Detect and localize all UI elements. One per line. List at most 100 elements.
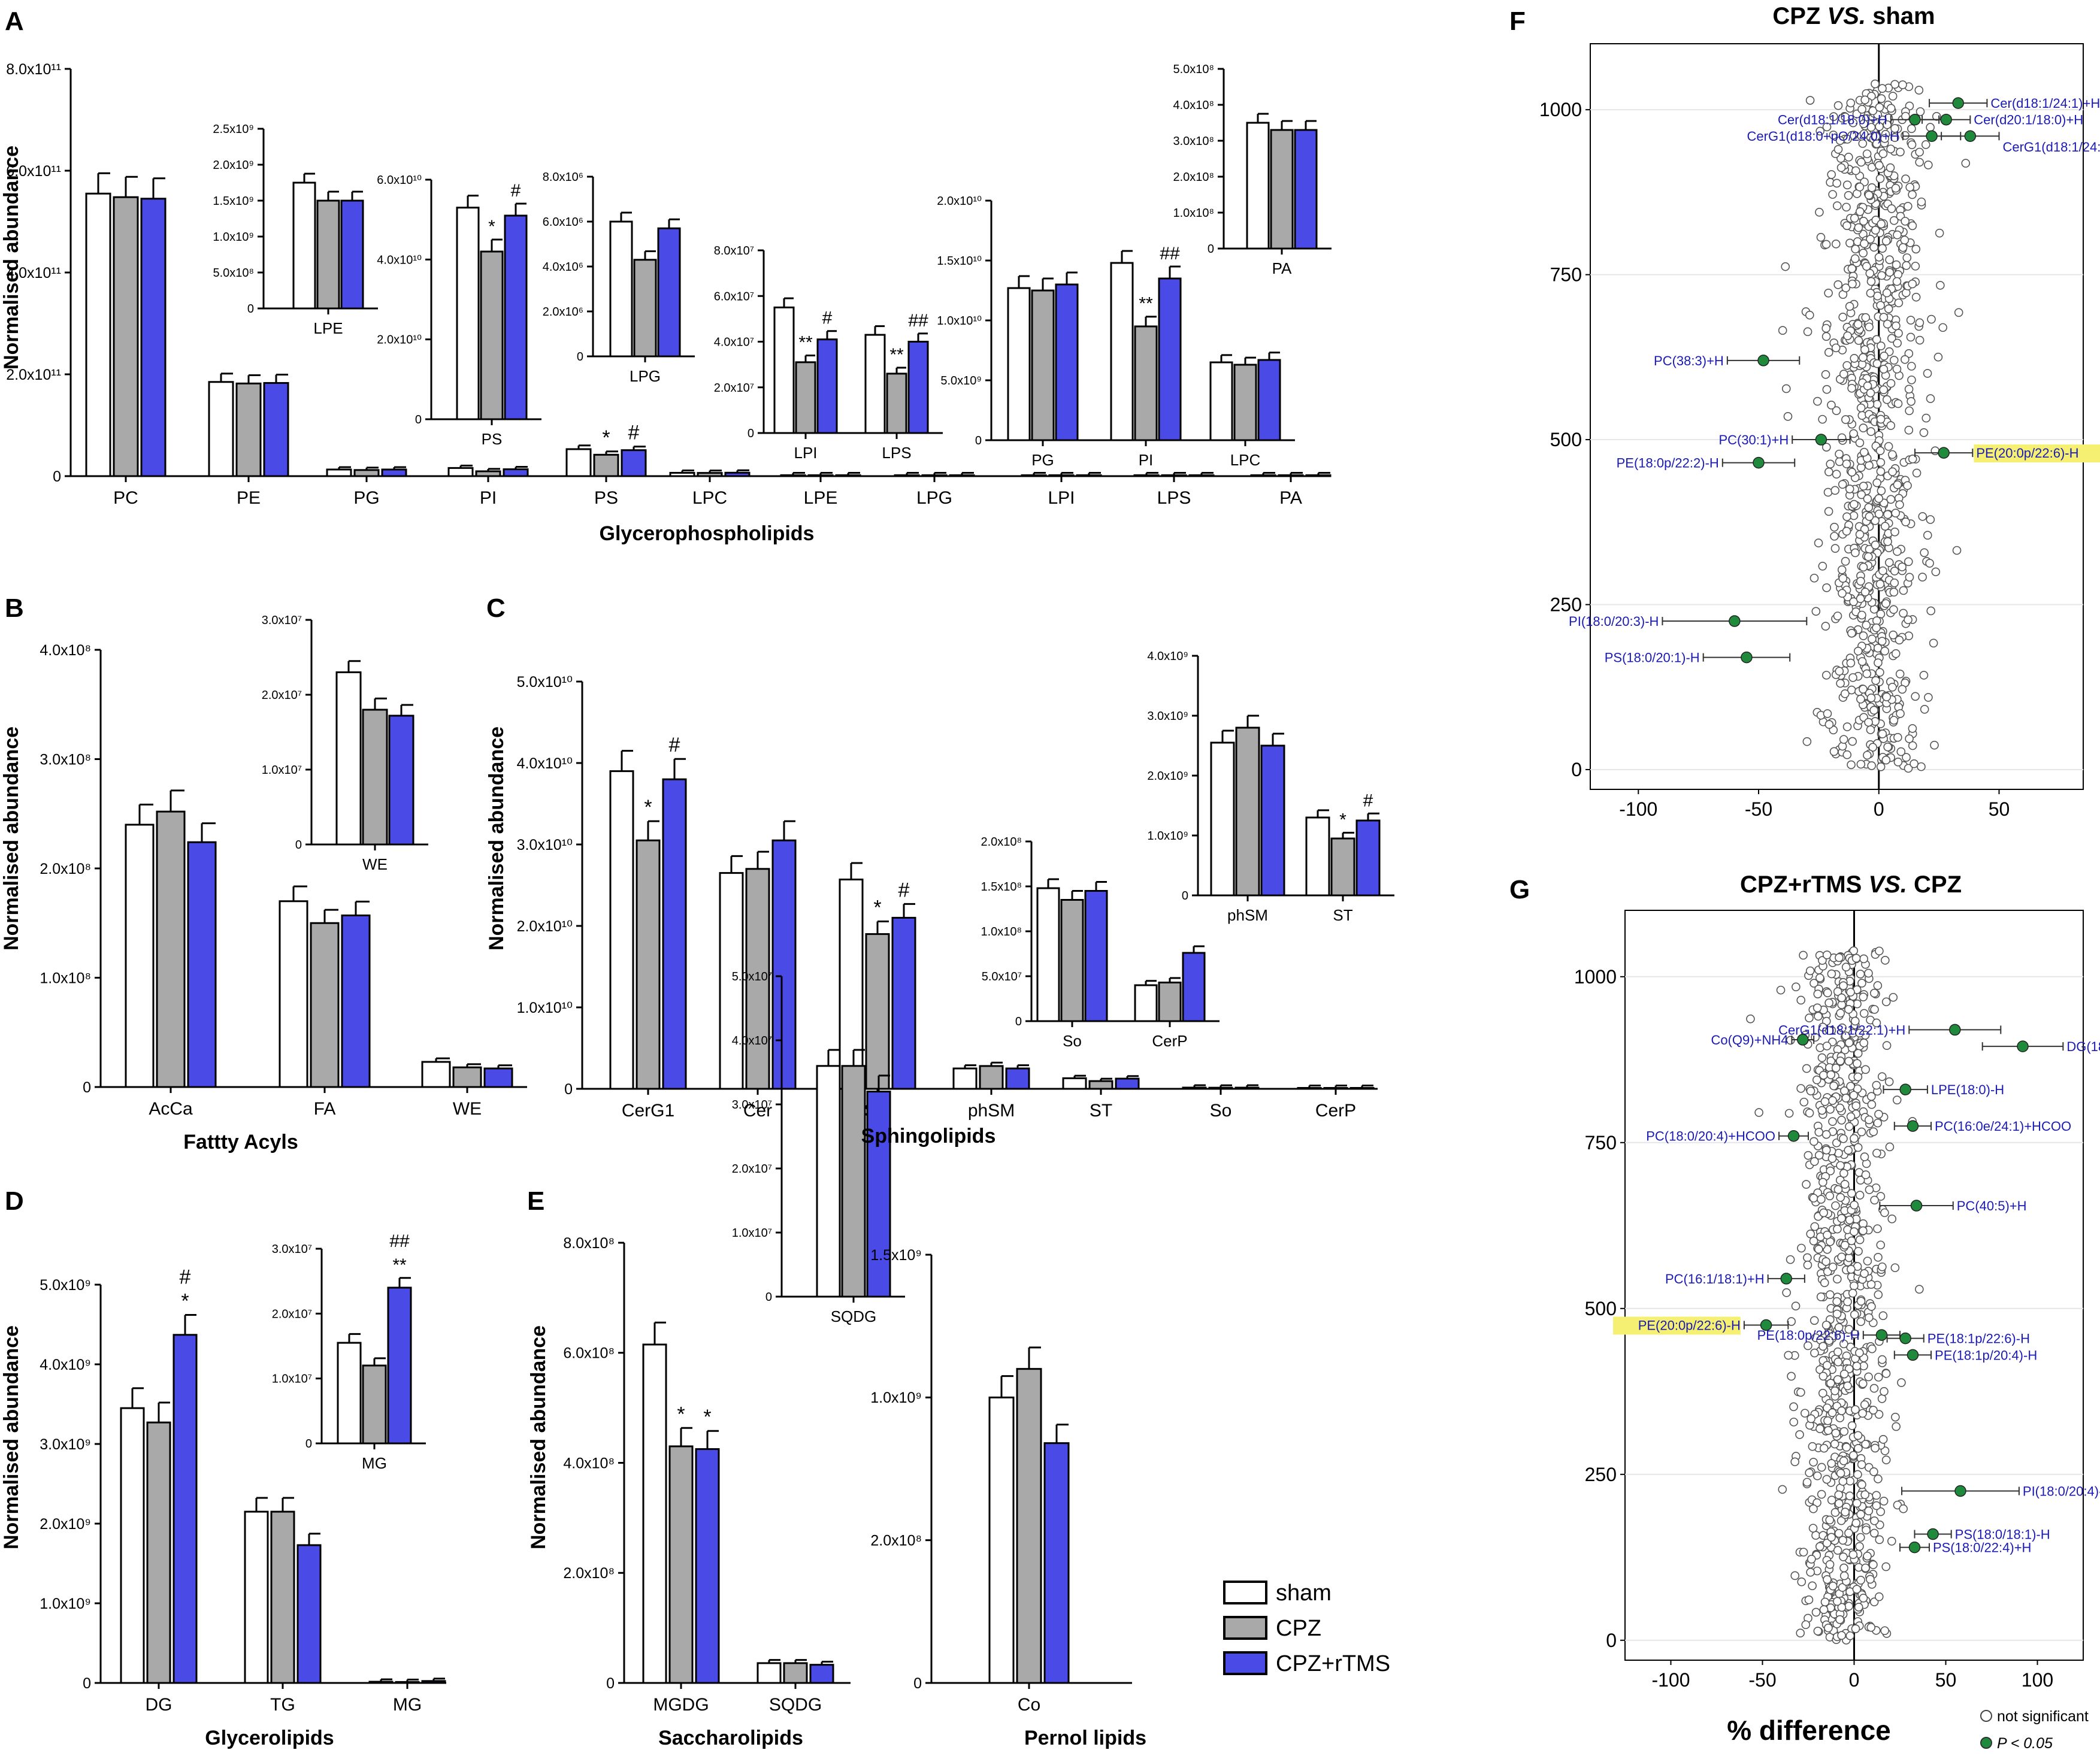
category-label: SQDG [831, 1307, 877, 1325]
sig-point [1907, 1120, 1919, 1132]
ns-point [1905, 573, 1914, 582]
ns-point [1803, 1253, 1812, 1263]
y-tick-label: 5.0x10⁸ [213, 267, 255, 280]
panel-label-g: G [1509, 875, 1530, 904]
ns-point [1886, 379, 1896, 388]
ns-point [1961, 159, 1971, 168]
ns-point [1802, 1064, 1811, 1073]
ns-point [1837, 1631, 1846, 1640]
category-label: CerP [1152, 1032, 1187, 1050]
ns-point [1836, 163, 1846, 172]
ns-point [1856, 1576, 1865, 1585]
ns-point [1908, 455, 1917, 464]
category-label: MG [362, 1454, 387, 1472]
ns-point [1831, 1063, 1841, 1073]
ns-point [1874, 1475, 1883, 1484]
ns-point [1866, 123, 1876, 132]
bar-cpz [636, 839, 661, 1090]
y-tick-label: 0 [748, 427, 754, 440]
ns-point [1885, 1142, 1895, 1152]
sig-point [1927, 1528, 1939, 1540]
ns-point [1859, 631, 1868, 640]
category-label: phSM [1227, 906, 1268, 924]
ns-point [1899, 608, 1908, 618]
bar-chart-c: 0 1.0x10¹⁰ 2.0x10¹⁰ 3.0x10¹⁰ 4.0x10¹⁰ 5.0x10¹… [517, 674, 1378, 1121]
ns-point [1823, 709, 1832, 718]
ns-point [1877, 637, 1887, 646]
ns-point [1882, 1041, 1892, 1050]
category-label: PE [237, 488, 261, 508]
ns-point [1901, 111, 1910, 121]
bar-cpz-rtms [341, 914, 371, 1088]
ns-point [1859, 954, 1868, 964]
ns-point [1867, 761, 1877, 770]
ns-point [1874, 658, 1883, 667]
ns-point [1813, 989, 1823, 998]
panel-d-xlabel: Glycerolipids [205, 1727, 334, 1749]
ns-point [1924, 693, 1933, 702]
ns-point [1827, 170, 1836, 179]
ns-point [1833, 1597, 1842, 1606]
ns-point [1918, 573, 1927, 582]
bar-cpz [475, 470, 501, 477]
ns-point [1866, 427, 1875, 436]
y-tick-label: 6.0x10¹¹ [6, 163, 61, 180]
bar-chart-b: 0 1.0x10⁸ 2.0x10⁸ 3.0x10⁸ 4.0x10⁸ AcCa FA WE [40, 642, 527, 1119]
ns-point [1855, 1235, 1865, 1245]
ns-point [1885, 255, 1894, 265]
ns-point [1837, 993, 1847, 1003]
bar-sham [368, 1681, 394, 1684]
ns-point [1839, 1456, 1848, 1466]
bar-sham [1036, 887, 1060, 1022]
ns-point [1883, 319, 1892, 329]
category-label: LPS [882, 444, 911, 462]
ns-point [1778, 1485, 1787, 1494]
ns-point [1918, 512, 1927, 521]
significance-mark: * [181, 1290, 189, 1313]
category-label: Co [1018, 1695, 1040, 1715]
ns-point [1875, 579, 1885, 589]
ns-point [1874, 509, 1884, 519]
ns-point [1848, 737, 1857, 746]
x-tick-label: 0 [1874, 798, 1884, 820]
ns-point [1797, 1243, 1806, 1253]
ns-point [1952, 546, 1962, 555]
y-tick-label: 5.0x10¹⁰ [517, 674, 573, 691]
ns-point [1849, 429, 1858, 438]
ns-point [1871, 79, 1880, 89]
ns-point [1920, 705, 1929, 714]
bar-sham [839, 878, 864, 1090]
ns-point [1850, 1134, 1859, 1143]
category-label: LPG [916, 488, 952, 508]
ns-point [1874, 1410, 1884, 1419]
ns-point [1871, 226, 1880, 235]
ns-point [1839, 1134, 1848, 1143]
ns-point [1925, 559, 1934, 568]
y-tick-label: 8.0x10⁸ [563, 1235, 615, 1252]
ns-point [1857, 1460, 1866, 1469]
bar-cpz-rtms [421, 1680, 446, 1684]
ns-point [1851, 953, 1861, 963]
ns-point [1904, 425, 1914, 435]
ns-point [1833, 1357, 1843, 1367]
ns-point [1892, 321, 1901, 331]
ns-point [1801, 1620, 1811, 1630]
ns-point [1892, 1422, 1901, 1431]
sig-label: PE(20:0p/22:6)-H [1976, 446, 2078, 461]
ns-point [1888, 467, 1897, 476]
sig-point [2017, 1040, 2029, 1052]
ns-point [1891, 183, 1901, 193]
bar-chart-e: 0 2.0x10⁸ 4.0x10⁸ 6.0x10⁸ 8.0x10⁸ MGDG SQDG * * [563, 1235, 851, 1715]
ns-point [1886, 421, 1896, 430]
ns-point [1861, 1170, 1871, 1179]
category-label: LPI [794, 444, 817, 462]
ns-point [1837, 433, 1847, 443]
sig-label: PE(18:0p/22:2)-H [1617, 456, 1719, 471]
bar-cpz [362, 709, 388, 846]
bar-sham [85, 192, 111, 477]
ns-point [1816, 1292, 1826, 1301]
bar-cpz [1016, 1368, 1042, 1684]
y-tick-label: 1000 [1539, 99, 1582, 120]
ns-point [1878, 1355, 1887, 1364]
ns-point [1819, 1208, 1828, 1218]
